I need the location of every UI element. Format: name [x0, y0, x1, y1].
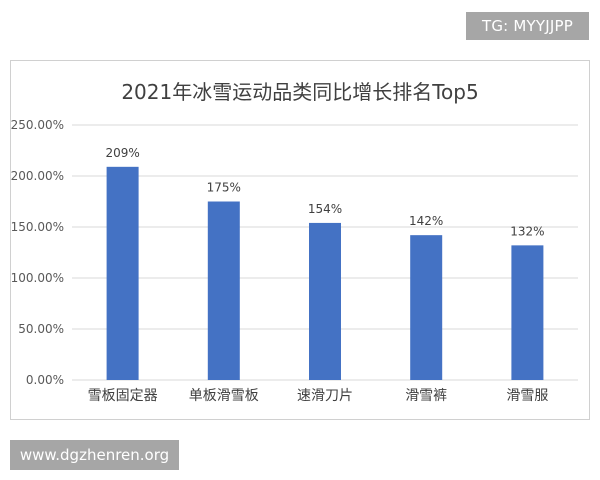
x-tick-label: 滑雪服: [506, 387, 548, 404]
data-label: 175%: [207, 181, 241, 195]
chart-title: 2021年冰雪运动品类同比增长排名Top5: [121, 80, 479, 104]
y-tick-label: 200.00%: [11, 169, 64, 183]
x-tick-label: 速滑刀片: [297, 387, 353, 404]
watermark-top-badge: TG: MYYJJPP: [466, 12, 589, 40]
bar: [207, 201, 240, 380]
y-tick-label: 0.00%: [26, 373, 64, 387]
y-tick-label: 50.00%: [18, 322, 64, 336]
data-label: 142%: [409, 214, 443, 228]
y-tick-label: 150.00%: [11, 220, 64, 234]
watermark-bottom-badge: www.dgzhenren.org: [10, 440, 179, 470]
bar: [106, 166, 139, 380]
x-tick-label: 滑雪裤: [405, 387, 447, 404]
data-label: 209%: [105, 146, 139, 160]
data-label: 154%: [308, 202, 342, 216]
bar: [410, 235, 443, 380]
data-label: 132%: [510, 224, 544, 238]
x-tick-label: 雪板固定器: [88, 388, 158, 404]
bar: [309, 222, 341, 380]
y-tick-label: 100.00%: [11, 271, 64, 285]
y-tick-label: 250.00%: [11, 118, 64, 132]
x-tick-label: 单板滑雪板: [189, 387, 259, 404]
bar: [511, 245, 544, 380]
